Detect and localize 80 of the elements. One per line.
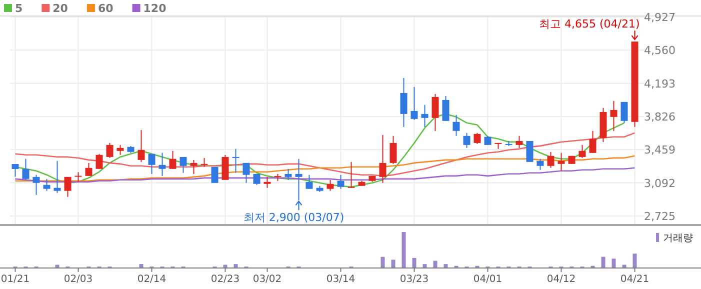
candlestick (158, 152, 166, 176)
candlestick (516, 135, 523, 148)
y-tick-label: 2,725 (644, 210, 676, 223)
candlestick (64, 176, 72, 198)
y-tick-label: 4,560 (644, 44, 676, 58)
x-tick-label: 02/14 (137, 274, 166, 285)
y-tick-label: 4,193 (644, 77, 676, 90)
candlestick (211, 166, 218, 184)
y-tick-label: 3,092 (644, 176, 676, 190)
candlestick (116, 144, 124, 156)
bar (433, 260, 438, 268)
candlestick (410, 86, 418, 120)
candlestick (484, 135, 492, 146)
candlestick (74, 172, 82, 183)
candlestick (578, 144, 586, 158)
candlestick (306, 174, 313, 190)
candlestick (337, 174, 344, 190)
y-tick-label: 3,826 (644, 110, 676, 124)
x-tick-label: 04/01 (473, 274, 502, 285)
candlestick (348, 161, 355, 188)
bar (380, 256, 385, 268)
candlestick (558, 152, 565, 172)
candlestick (85, 162, 92, 176)
x-tick-label: 02/03 (64, 274, 93, 285)
legend-label: 60 (98, 2, 114, 15)
candlestick (242, 162, 250, 184)
candlestick (452, 114, 460, 136)
candlestick (43, 178, 50, 192)
candlestick (32, 174, 40, 196)
candlestick (148, 153, 156, 174)
x-tick-label: 04/12 (546, 274, 576, 285)
candlestick (610, 100, 618, 132)
bar (612, 258, 616, 268)
candlestick (589, 130, 596, 154)
x-tick-label: 01/21 (0, 274, 30, 285)
bar (412, 258, 416, 268)
x-tick-label: 03/23 (400, 274, 429, 285)
bar (632, 254, 637, 268)
candlestick (12, 164, 19, 178)
candlestick (379, 134, 386, 184)
candlestick (138, 129, 145, 162)
x-tick-label: 03/14 (326, 274, 356, 285)
candlestick (232, 148, 240, 174)
bar (391, 260, 396, 268)
candlestick (96, 153, 103, 170)
candlestick (169, 150, 176, 170)
candlestick (190, 159, 198, 174)
legend-label: 거래량 (663, 233, 693, 244)
legend-label: 120 (143, 2, 167, 15)
candlestick (326, 179, 334, 192)
x-tick-label: 04/21 (620, 274, 650, 285)
candlestick (442, 95, 450, 122)
candlestick (284, 168, 292, 180)
candlestick (180, 156, 187, 174)
x-tick-label: 02/23 (210, 274, 240, 285)
legend-label: 20 (52, 2, 68, 15)
bar (402, 232, 406, 268)
candlestick (620, 101, 628, 124)
candlestick (222, 154, 229, 180)
candlestick (22, 158, 30, 180)
candlestick (390, 135, 397, 164)
candlestick (526, 140, 534, 162)
y-tick-label: 4,927 (644, 11, 676, 24)
candlestick (463, 132, 470, 148)
candlestick (106, 142, 114, 158)
candlestick (421, 104, 428, 128)
candlestick (400, 77, 408, 128)
candlestick (474, 132, 481, 144)
annotation: 최저 2,900 (03/07) (243, 211, 344, 224)
candlestick (432, 93, 439, 132)
legend-label: 5 (15, 2, 23, 15)
y-tick-label: 3,459 (644, 144, 676, 157)
candlestick (295, 158, 302, 201)
x-tick-label: 03/02 (252, 274, 282, 285)
candlestick (547, 151, 554, 168)
candlestick (54, 160, 61, 194)
bar (601, 256, 606, 268)
annotation: 최고 4,655 (04/21) (538, 18, 640, 31)
candlestick (264, 176, 271, 188)
candlestick (536, 158, 544, 170)
